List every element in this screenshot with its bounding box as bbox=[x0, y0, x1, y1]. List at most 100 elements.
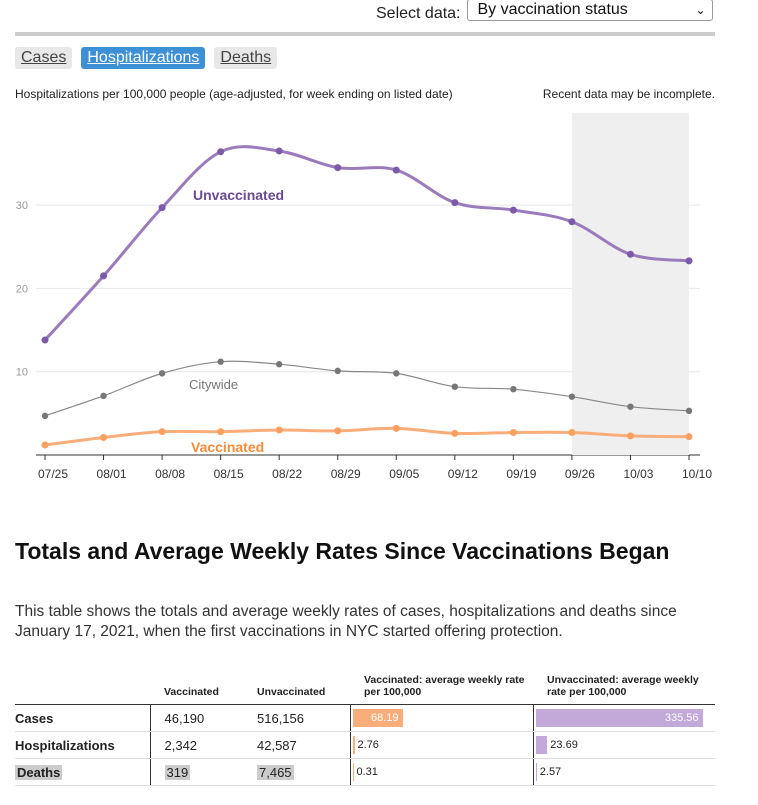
data-point-unvaccinated[interactable] bbox=[685, 257, 693, 265]
data-point-vaccinated[interactable] bbox=[451, 429, 459, 437]
chart-subtitle: Hospitalizations per 100,000 people (age… bbox=[15, 87, 453, 101]
vaccinated-total: 2,342 bbox=[164, 737, 198, 753]
totals-description: This table shows the totals and average … bbox=[15, 603, 677, 640]
data-point-citywide[interactable] bbox=[334, 367, 341, 375]
vaccinated-rate-value: 0.31 bbox=[356, 766, 378, 778]
data-select[interactable]: By vaccination status ⌄ bbox=[466, 0, 713, 21]
data-point-vaccinated[interactable] bbox=[392, 424, 400, 432]
series-label-unvaccinated: Unvaccinated bbox=[193, 187, 284, 203]
x-tick-label: 08/29 bbox=[331, 467, 361, 481]
totals-title: Totals and Average Weekly Rates Since Va… bbox=[15, 538, 670, 564]
unvaccinated-total-cell: 516,156 bbox=[243, 704, 350, 732]
table-row: Cases 46,190 516,156 68.19 335.56 bbox=[15, 704, 715, 732]
unvaccinated-rate-bar bbox=[535, 736, 548, 754]
vaccinated-rate-cell: 0.31 bbox=[349, 758, 533, 786]
series-line-vaccinated bbox=[44, 426, 690, 447]
row-label: Deaths bbox=[15, 764, 63, 780]
data-point-unvaccinated[interactable] bbox=[334, 164, 342, 172]
unvaccinated-total: 42,587 bbox=[257, 737, 297, 753]
series-label-citywide: Citywide bbox=[189, 377, 238, 392]
vaccinated-rate-bar: 68.19 bbox=[352, 709, 403, 727]
x-tick-label: 08/01 bbox=[97, 467, 127, 481]
data-point-vaccinated[interactable] bbox=[568, 429, 576, 437]
data-point-citywide[interactable] bbox=[627, 403, 634, 410]
data-point-unvaccinated[interactable] bbox=[100, 272, 108, 280]
unvaccinated-rate-cell: 2.57 bbox=[532, 758, 715, 786]
data-point-citywide[interactable] bbox=[393, 370, 400, 377]
unvaccinated-rate-bar: 335.56 bbox=[535, 709, 703, 727]
x-tick-label: 09/26 bbox=[565, 467, 595, 481]
data-point-vaccinated[interactable] bbox=[509, 429, 517, 437]
metric-tabs: Cases Hospitalizations Deaths bbox=[15, 47, 278, 69]
unvaccinated-total-cell: 7,465 bbox=[243, 758, 350, 786]
data-point-unvaccinated[interactable] bbox=[392, 166, 400, 174]
tab-deaths[interactable]: Deaths bbox=[214, 47, 278, 69]
row-label: Cases bbox=[15, 710, 54, 726]
chevron-down-icon: ⌄ bbox=[695, 3, 706, 17]
unvaccinated-rate-cell: 335.56 bbox=[532, 704, 715, 732]
series-label-vaccinated: Vaccinated bbox=[191, 439, 264, 455]
unvaccinated-rate-value: 23.69 bbox=[550, 739, 578, 751]
data-point-unvaccinated[interactable] bbox=[41, 336, 49, 344]
unvaccinated-rate-value: 2.57 bbox=[539, 766, 562, 778]
select-label: Select data: bbox=[376, 5, 461, 22]
chart-note: Recent data may be incomplete. bbox=[542, 87, 715, 101]
unvaccinated-rate-bar bbox=[535, 763, 537, 781]
table-row: Deaths 319 7,465 0.31 2.57 bbox=[15, 758, 715, 786]
data-point-citywide[interactable] bbox=[685, 407, 693, 415]
unvaccinated-total: 516,156 bbox=[257, 710, 304, 726]
data-point-vaccinated[interactable] bbox=[217, 428, 225, 436]
col-unvax-rate: Unvaccinated: average weekly rate per 10… bbox=[533, 668, 715, 705]
data-point-vaccinated[interactable] bbox=[685, 433, 693, 441]
vaccinated-rate-bar bbox=[352, 736, 355, 754]
data-point-unvaccinated[interactable] bbox=[217, 148, 225, 156]
data-point-citywide[interactable] bbox=[41, 412, 49, 420]
select-value: By vaccination status bbox=[477, 1, 628, 18]
vaccinated-total: 46,190 bbox=[164, 710, 205, 726]
data-selector: Select data: By vaccination status ⌄ bbox=[376, 0, 713, 24]
x-tick-label: 08/15 bbox=[214, 467, 244, 481]
y-tick-label: 10 bbox=[16, 367, 28, 379]
top-divider bbox=[15, 32, 715, 36]
x-tick-label: 10/10 bbox=[682, 467, 712, 481]
row-label-cell: Hospitalizations bbox=[15, 731, 150, 759]
tab-cases[interactable]: Cases bbox=[15, 47, 73, 69]
data-point-unvaccinated[interactable] bbox=[275, 147, 283, 155]
data-point-vaccinated[interactable] bbox=[334, 427, 342, 435]
vaccinated-total: 319 bbox=[164, 764, 191, 780]
unvaccinated-rate-cell: 23.69 bbox=[532, 731, 715, 759]
data-point-citywide[interactable] bbox=[100, 392, 107, 400]
row-label: Hospitalizations bbox=[15, 737, 115, 753]
data-point-unvaccinated[interactable] bbox=[568, 218, 576, 226]
data-point-citywide[interactable] bbox=[510, 385, 517, 393]
series-line-citywide bbox=[44, 360, 690, 417]
unvaccinated-total-cell: 42,587 bbox=[243, 731, 350, 759]
data-point-unvaccinated[interactable] bbox=[451, 199, 459, 207]
data-point-citywide[interactable] bbox=[158, 370, 166, 377]
data-point-vaccinated[interactable] bbox=[158, 428, 166, 436]
table-header-empty bbox=[15, 668, 150, 705]
incomplete-data-region bbox=[571, 113, 689, 455]
data-point-unvaccinated[interactable] bbox=[626, 250, 634, 258]
data-point-citywide[interactable] bbox=[217, 358, 224, 365]
data-point-vaccinated[interactable] bbox=[100, 434, 108, 442]
data-point-unvaccinated[interactable] bbox=[509, 206, 517, 214]
data-point-unvaccinated[interactable] bbox=[158, 204, 166, 212]
vaccinated-rate-cell: 2.76 bbox=[349, 731, 533, 759]
x-tick-label: 08/22 bbox=[272, 467, 302, 481]
tab-hospitalizations[interactable]: Hospitalizations bbox=[81, 47, 206, 69]
y-tick-label: 30 bbox=[16, 200, 28, 212]
data-point-vaccinated[interactable] bbox=[41, 441, 49, 449]
data-point-citywide[interactable] bbox=[275, 361, 283, 368]
vaccinated-total-cell: 319 bbox=[149, 758, 243, 786]
vaccinated-rate-bar bbox=[352, 763, 354, 781]
x-tick-label: 09/05 bbox=[389, 467, 419, 481]
unvaccinated-rate-value: 335.56 bbox=[664, 712, 699, 724]
row-label-cell: Deaths bbox=[15, 758, 150, 786]
data-point-citywide[interactable] bbox=[451, 383, 459, 390]
data-point-vaccinated[interactable] bbox=[626, 432, 634, 440]
x-tick-label: 08/08 bbox=[155, 467, 185, 481]
data-point-citywide[interactable] bbox=[568, 393, 576, 400]
vaccinated-total-cell: 46,190 bbox=[149, 704, 243, 732]
data-point-vaccinated[interactable] bbox=[275, 426, 283, 434]
